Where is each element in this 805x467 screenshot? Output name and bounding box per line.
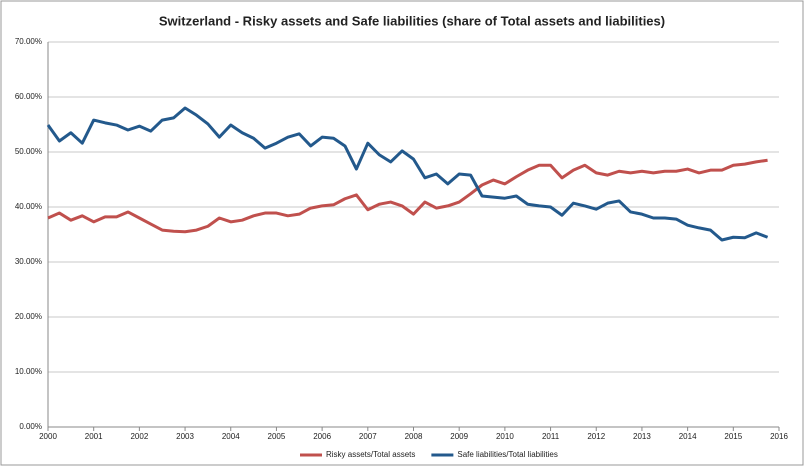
x-tick-label: 2009 bbox=[450, 432, 468, 441]
y-tick-label: 30.00% bbox=[15, 257, 42, 266]
x-tick-label: 2013 bbox=[633, 432, 651, 441]
y-tick-label: 40.00% bbox=[15, 202, 42, 211]
x-tick-label: 2015 bbox=[724, 432, 742, 441]
x-tick-label: 2016 bbox=[770, 432, 788, 441]
x-tick-label: 2002 bbox=[130, 432, 148, 441]
x-tick-label: 2012 bbox=[587, 432, 605, 441]
x-tick-label: 2000 bbox=[39, 432, 57, 441]
x-tick-label: 2010 bbox=[496, 432, 514, 441]
series-line bbox=[46, 106, 769, 242]
x-tick-label: 2001 bbox=[85, 432, 103, 441]
y-tick-label: 20.00% bbox=[15, 312, 42, 321]
chart-title: Switzerland - Risky assets and Safe liab… bbox=[159, 13, 665, 28]
y-tick-label: 50.00% bbox=[15, 147, 42, 156]
x-tick-label: 2006 bbox=[313, 432, 331, 441]
x-tick-label: 2011 bbox=[542, 432, 560, 441]
y-tick-label: 70.00% bbox=[15, 37, 42, 46]
x-tick-label: 2014 bbox=[679, 432, 697, 441]
x-tick-label: 2008 bbox=[405, 432, 423, 441]
y-tick-label: 10.00% bbox=[15, 367, 42, 376]
legend-label: Risky assets/Total assets bbox=[326, 450, 415, 459]
legend-label: Safe liabilities/Total liabilities bbox=[457, 450, 558, 459]
x-tick-label: 2004 bbox=[222, 432, 240, 441]
x-tick-label: 2005 bbox=[268, 432, 286, 441]
y-tick-label: 0.00% bbox=[19, 422, 42, 431]
x-tick-label: 2003 bbox=[176, 432, 194, 441]
x-tick-label: 2007 bbox=[359, 432, 377, 441]
series-line bbox=[47, 158, 768, 234]
y-tick-label: 60.00% bbox=[15, 92, 42, 101]
